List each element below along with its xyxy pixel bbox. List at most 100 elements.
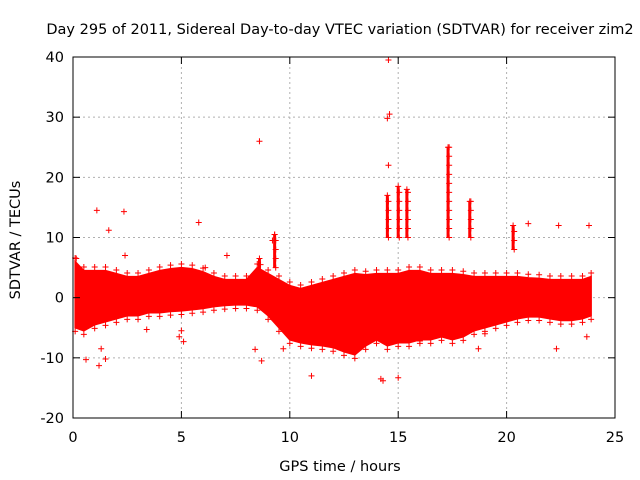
band-edge-point [514, 319, 521, 326]
data-point [93, 207, 100, 214]
spike-point [446, 234, 453, 241]
data-point [271, 231, 278, 238]
data-point [143, 326, 150, 333]
spike-point [396, 234, 403, 241]
band-edge-point [308, 345, 315, 352]
spike-point [404, 189, 411, 196]
y-tick-label: 0 [55, 291, 64, 307]
band-edge-point [438, 337, 445, 344]
data-point [269, 237, 276, 244]
band-edge-point [210, 269, 217, 276]
data-point [481, 330, 488, 337]
spike-point [385, 225, 392, 232]
y-tick-label: -20 [40, 411, 64, 427]
data-point [280, 345, 287, 352]
band-edge-point [221, 273, 228, 280]
band-edge-point [449, 266, 456, 273]
spike-point [396, 189, 403, 196]
spike-point [446, 198, 453, 205]
band-edge-point [449, 340, 456, 347]
band-edge-point [514, 269, 521, 276]
data-point [122, 252, 129, 259]
band-edge-point [297, 343, 304, 350]
band-edge-point [124, 316, 131, 323]
data-point [252, 346, 259, 353]
spike-point [466, 198, 473, 205]
band-edge-point [210, 307, 217, 314]
band-edge-point [243, 273, 250, 280]
data-point [385, 57, 392, 64]
band-edge-point [384, 346, 391, 353]
band-edge-point [546, 273, 553, 280]
x-tick-label: 15 [389, 430, 407, 446]
spike-point [385, 207, 392, 214]
grid-layer [73, 57, 615, 418]
band-edge-point [384, 266, 391, 273]
x-tick-label: 0 [68, 430, 77, 446]
spike-point [404, 216, 411, 223]
data-point [386, 111, 393, 118]
band-edge-point [427, 340, 434, 347]
y-tick-label: 30 [46, 110, 64, 126]
spike-point [467, 234, 474, 241]
data-point [83, 356, 90, 363]
data-point [102, 356, 109, 363]
band-edge-point [362, 346, 369, 353]
data-point [176, 333, 183, 340]
band-edge-point [297, 282, 304, 289]
data-point [380, 377, 387, 384]
spike-point [272, 264, 279, 271]
spike-point [396, 207, 403, 214]
band-edge-point [492, 325, 499, 332]
band-edge-point [113, 266, 120, 273]
band-edge-point [341, 269, 347, 276]
spike-point [385, 216, 392, 223]
y-tick-label: -10 [40, 351, 64, 367]
spike-point [257, 270, 264, 277]
band-edge-point [503, 322, 510, 329]
band-edge-point [588, 316, 595, 323]
band-edge-point [286, 340, 293, 347]
data-point [585, 222, 592, 229]
data-layer [72, 57, 595, 384]
y-tick-label: 20 [46, 170, 64, 186]
spike-point [404, 207, 411, 214]
data-point [258, 357, 265, 364]
band-edge-point [568, 321, 575, 328]
band-edge-point [275, 273, 282, 280]
band-edge-point [145, 313, 152, 320]
band-edge-point [102, 263, 109, 270]
data-point [202, 264, 209, 271]
x-tick-label: 25 [606, 430, 624, 446]
band-edge-point [557, 321, 564, 328]
band-edge-point [135, 269, 142, 276]
spike-point [446, 207, 453, 214]
data-point [384, 115, 391, 122]
band-edge-point [373, 266, 380, 273]
band-edge-point [178, 260, 185, 267]
band-edge-point [427, 266, 434, 273]
data-point [416, 337, 423, 344]
band-edge-point [460, 337, 467, 344]
spike-point [396, 198, 403, 205]
spike-point [446, 216, 453, 223]
spike-point [467, 225, 474, 232]
band-edge-point [568, 273, 575, 280]
band-edge-point [557, 273, 564, 280]
band-edge-point [536, 271, 543, 278]
data-point [120, 208, 127, 215]
band-edge-point [373, 340, 380, 347]
band-edge-point [341, 352, 347, 359]
band-edge-point [145, 266, 152, 273]
band-edge-point [113, 319, 120, 326]
band-edge-point [156, 313, 163, 320]
band-edge-point [319, 346, 326, 353]
band-edge-point [232, 273, 239, 280]
band-edge-point [308, 279, 315, 286]
band-edge-point [135, 316, 142, 323]
spike-point [403, 186, 410, 193]
band-edge-point [275, 328, 282, 335]
spike-point [446, 180, 453, 187]
data-point [178, 327, 185, 334]
